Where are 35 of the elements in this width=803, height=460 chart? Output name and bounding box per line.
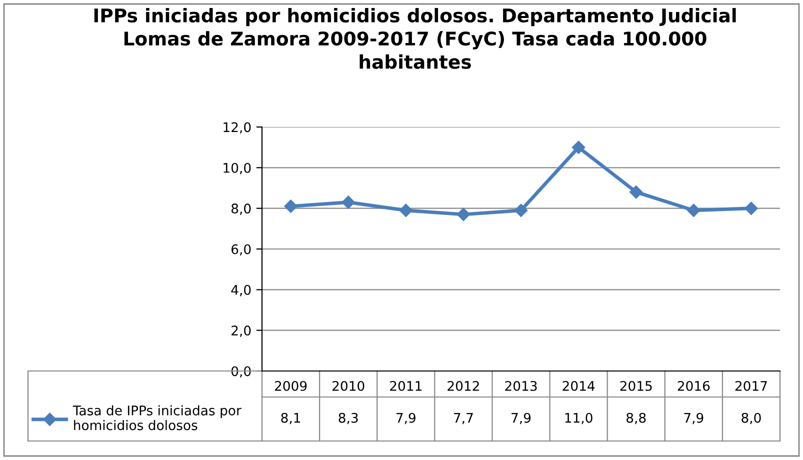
x-tick-label: 2016 <box>678 380 710 391</box>
x-tick-label: 2013 <box>505 380 537 391</box>
data-label: 8,0 <box>742 412 761 424</box>
x-tick-label: 2014 <box>562 380 595 391</box>
y-tick-label: 2,0 <box>232 326 251 337</box>
x-tick-label: 2012 <box>448 380 479 391</box>
data-label: 8,1 <box>281 412 300 424</box>
data-label: 7,9 <box>512 412 531 424</box>
data-label: 7,9 <box>396 412 416 424</box>
data-label: 8,8 <box>626 412 646 424</box>
point <box>342 196 355 209</box>
legend-label: Tasa de IPPs iniciadas por homicidios dolosos <box>72 405 242 430</box>
data-label: 8,3 <box>338 412 358 424</box>
data-label: 7,9 <box>684 412 704 424</box>
y-tick-label: 4,0 <box>231 284 251 296</box>
point <box>687 204 700 217</box>
point <box>744 202 758 215</box>
x-tick-label: 2011 <box>390 380 422 391</box>
point <box>284 200 298 213</box>
point <box>572 140 586 154</box>
point <box>514 204 528 217</box>
y-tick-label: 12,0 <box>224 122 251 134</box>
x-tick-label: 2017 <box>735 380 767 391</box>
y-tick-label: 8,0 <box>231 204 251 215</box>
x-tick-label: 2010 <box>332 380 364 391</box>
chart-title: IPPs iniciadas por homicidios dolosos. Departamento Judicial Lomas de Zamora 2009-2017 (FCyC) Tasa cada 100.000 habitantes <box>94 8 736 69</box>
data-label: 11,0 <box>565 412 592 424</box>
y-tick-label: 6,0 <box>232 244 251 256</box>
x-tick-label: 2009 <box>274 380 307 391</box>
point <box>399 204 412 217</box>
point <box>630 185 643 199</box>
y-tick-label: 10,0 <box>224 162 251 174</box>
data-label: 7,7 <box>454 413 473 424</box>
point <box>456 208 470 222</box>
x-tick-label: 2015 <box>620 380 652 391</box>
